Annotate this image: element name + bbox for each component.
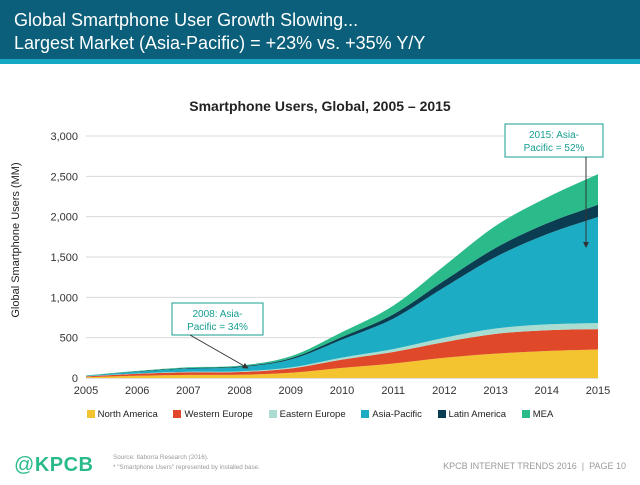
svg-text:2012: 2012 [432,385,456,397]
svg-text:Pacific = 34%: Pacific = 34% [187,322,248,333]
svg-text:3,000: 3,000 [50,131,78,143]
svg-text:500: 500 [60,333,78,345]
svg-text:2015: Asia-: 2015: Asia- [529,130,579,141]
svg-text:2,500: 2,500 [50,171,78,183]
svg-text:2007: 2007 [176,385,200,397]
svg-text:2013: 2013 [483,385,507,397]
svg-text:2015: 2015 [586,385,610,397]
svg-text:1,500: 1,500 [50,252,78,264]
svg-text:1,000: 1,000 [50,292,78,304]
svg-text:2011: 2011 [381,385,405,397]
svg-text:2005: 2005 [74,385,98,397]
svg-text:2008: Asia-: 2008: Asia- [192,309,242,320]
svg-text:2006: 2006 [125,385,149,397]
svg-text:2008: 2008 [227,385,251,397]
svg-text:2,000: 2,000 [50,212,78,224]
svg-text:2014: 2014 [535,385,559,397]
svg-text:0: 0 [72,373,78,385]
svg-text:2009: 2009 [279,385,303,397]
svg-text:2010: 2010 [330,385,354,397]
svg-text:Pacific = 52%: Pacific = 52% [524,143,585,154]
